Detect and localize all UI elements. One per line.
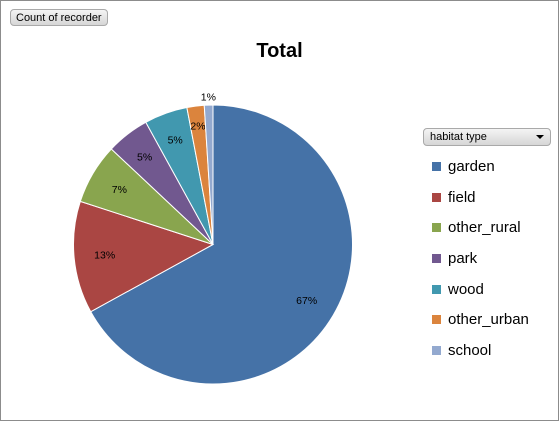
legend-item-park: park: [432, 243, 529, 274]
legend-label: wood: [448, 280, 484, 298]
data-label-other-urban: 2%: [190, 120, 205, 132]
chevron-down-icon: [536, 135, 544, 139]
value-field-button[interactable]: Count of recorder: [10, 9, 108, 26]
legend-label: other_rural: [448, 219, 521, 237]
data-label-wood: 5%: [168, 134, 183, 146]
data-label-garden: 67%: [296, 295, 317, 307]
legend-label: other_urban: [448, 311, 529, 329]
legend-swatch: [432, 253, 441, 263]
pie-slice-garden[interactable]: [90, 104, 353, 385]
legend-swatch: [432, 223, 441, 233]
chart-title: Total: [256, 40, 303, 62]
data-label-other-rural: 7%: [112, 184, 127, 196]
legend-swatch: [432, 345, 441, 355]
habitat-type-filter-label: habitat type: [430, 131, 487, 143]
habitat-type-filter-dropdown[interactable]: habitat type: [423, 128, 551, 146]
legend-label: park: [448, 249, 478, 267]
legend-swatch: [432, 315, 441, 325]
legend-item-school: school: [432, 335, 529, 366]
legend-item-wood: wood: [432, 274, 529, 305]
legend-label: field: [448, 188, 476, 206]
legend-swatch: [432, 284, 441, 294]
legend-item-other-urban: other_urban: [432, 304, 529, 335]
legend-label: school: [448, 341, 492, 359]
pie-slice-school[interactable]: [203, 104, 214, 245]
data-label-park: 5%: [137, 151, 152, 163]
pie-slice-field[interactable]: [73, 200, 215, 313]
legend-swatch: [432, 161, 441, 171]
legend-item-other-rural: other_rural: [432, 212, 529, 243]
legend-item-garden: garden: [432, 151, 529, 182]
data-label-field: 13%: [94, 250, 115, 262]
data-label-school: 1%: [201, 92, 216, 104]
legend-swatch: [432, 192, 441, 202]
legend-item-field: field: [432, 182, 529, 213]
legend-label: garden: [448, 157, 495, 175]
